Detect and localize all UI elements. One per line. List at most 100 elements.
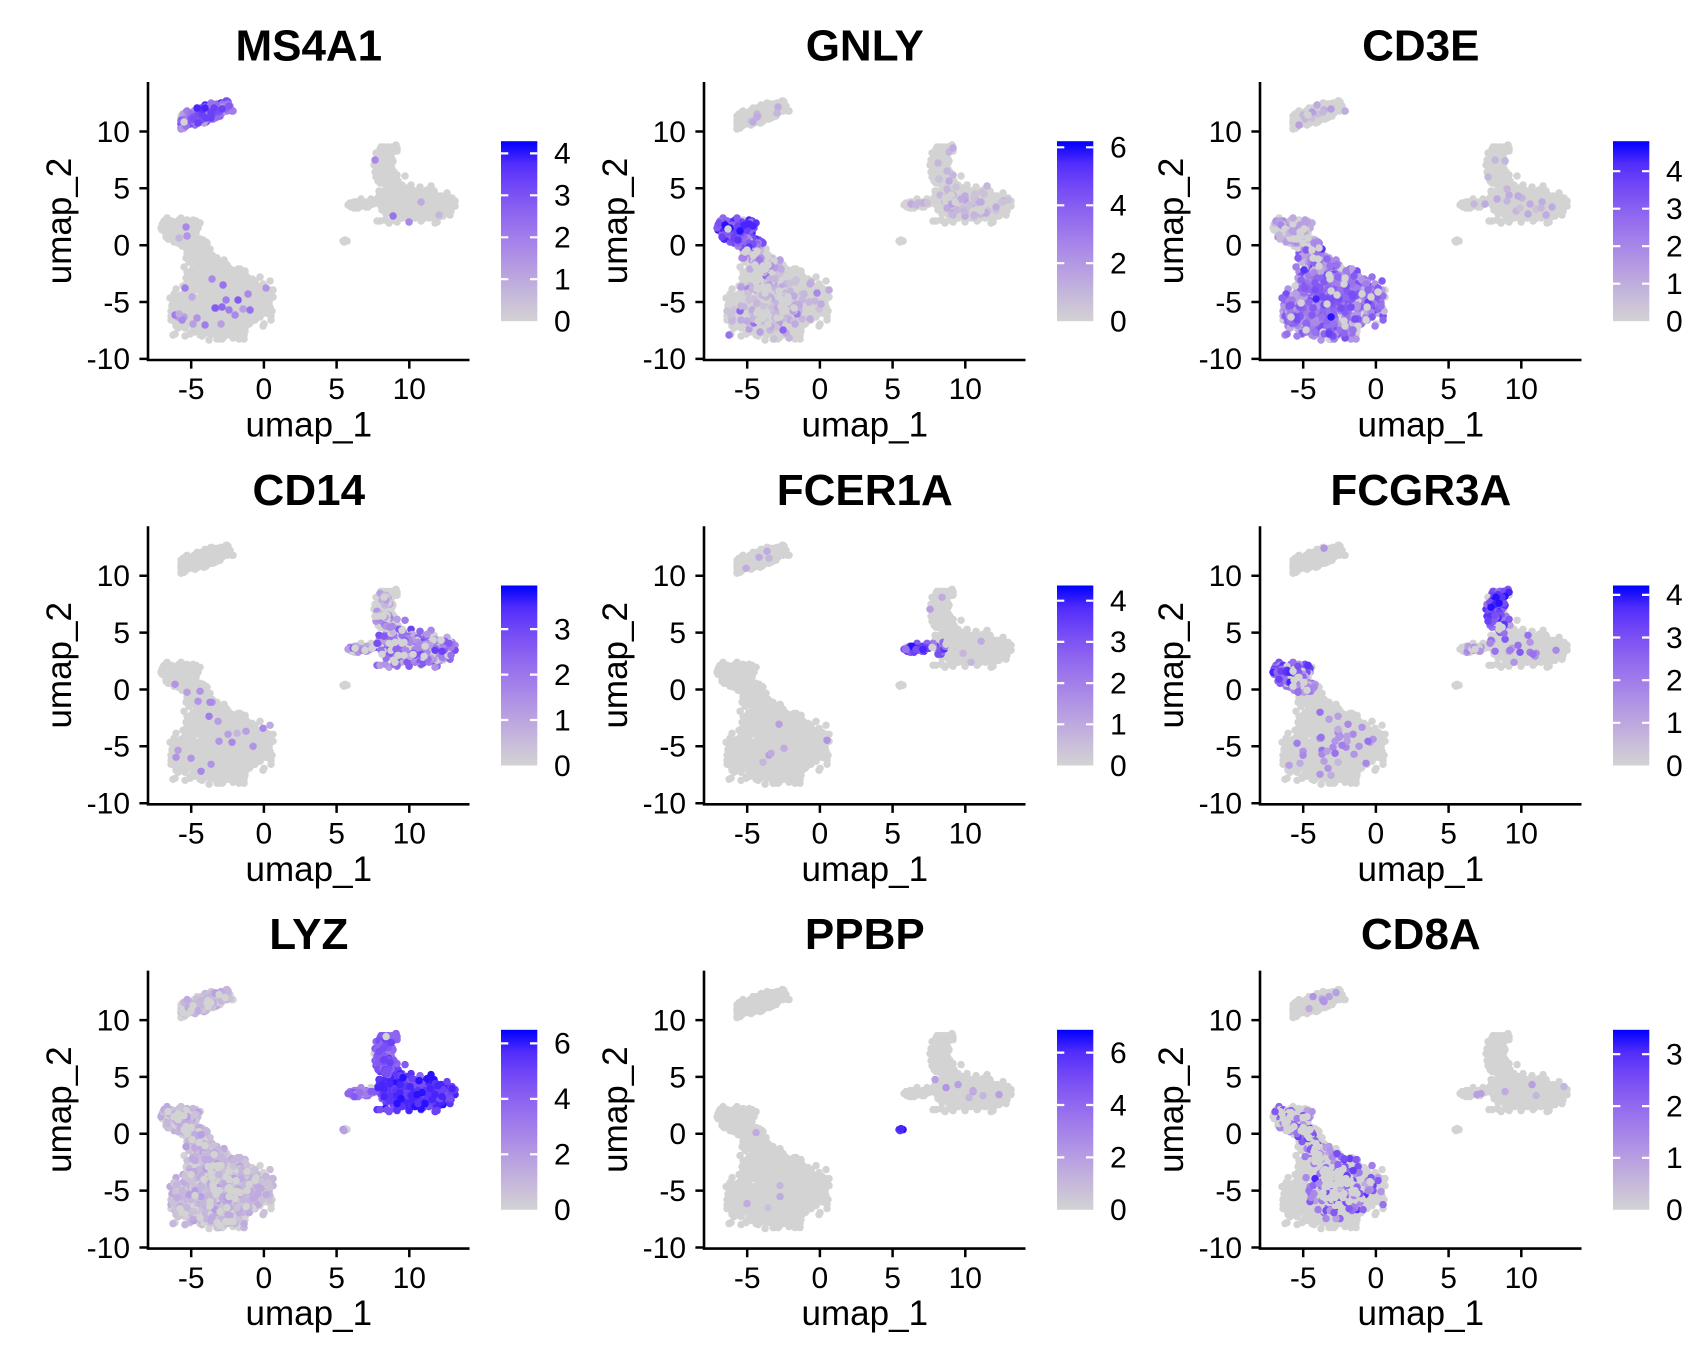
svg-text:3: 3	[554, 180, 571, 213]
svg-text:2: 2	[554, 1139, 571, 1172]
svg-text:10: 10	[97, 560, 130, 593]
svg-text:10: 10	[1209, 1004, 1242, 1037]
svg-text:umap_1: umap_1	[1358, 850, 1484, 889]
svg-text:-5: -5	[734, 818, 761, 851]
svg-text:5: 5	[113, 1061, 130, 1094]
svg-text:-5: -5	[659, 286, 686, 319]
svg-text:umap_1: umap_1	[1358, 1294, 1484, 1333]
svg-text:4: 4	[554, 138, 571, 171]
svg-text:1: 1	[1666, 707, 1683, 740]
svg-text:0: 0	[669, 674, 686, 707]
svg-text:-5: -5	[1215, 286, 1242, 319]
svg-text:umap_2: umap_2	[1152, 158, 1191, 284]
svg-text:FCGR3A: FCGR3A	[1330, 466, 1511, 515]
svg-text:5: 5	[1225, 617, 1242, 650]
svg-text:5: 5	[1440, 1262, 1457, 1295]
svg-text:CD3E: CD3E	[1362, 22, 1479, 71]
svg-text:4: 4	[1110, 585, 1127, 618]
svg-text:3: 3	[1666, 622, 1683, 655]
svg-text:0: 0	[113, 674, 130, 707]
svg-text:4: 4	[554, 1083, 571, 1116]
svg-text:4: 4	[1666, 579, 1683, 612]
svg-text:0: 0	[256, 1262, 273, 1295]
svg-text:-5: -5	[178, 818, 205, 851]
svg-text:-10: -10	[87, 1232, 130, 1265]
svg-text:0: 0	[1110, 1194, 1127, 1227]
svg-text:6: 6	[1110, 132, 1127, 165]
svg-text:-5: -5	[1290, 373, 1317, 406]
svg-text:0: 0	[256, 818, 273, 851]
svg-text:-5: -5	[1215, 1175, 1242, 1208]
svg-text:LYZ: LYZ	[269, 910, 348, 959]
svg-text:10: 10	[393, 373, 426, 406]
svg-text:0: 0	[1666, 306, 1683, 339]
svg-text:-5: -5	[734, 1262, 761, 1295]
svg-text:10: 10	[1209, 116, 1242, 149]
svg-text:10: 10	[653, 116, 686, 149]
svg-text:2: 2	[554, 222, 571, 255]
svg-text:-5: -5	[178, 373, 205, 406]
svg-text:10: 10	[1209, 560, 1242, 593]
svg-text:10: 10	[393, 818, 426, 851]
svg-text:5: 5	[669, 1061, 686, 1094]
svg-text:2: 2	[1666, 231, 1683, 264]
svg-text:-10: -10	[1199, 1232, 1242, 1265]
svg-text:10: 10	[949, 818, 982, 851]
svg-text:3: 3	[554, 613, 571, 646]
svg-text:1: 1	[1666, 1142, 1683, 1175]
svg-text:umap_1: umap_1	[802, 850, 928, 889]
svg-text:6: 6	[554, 1028, 571, 1061]
svg-text:0: 0	[554, 750, 571, 783]
svg-text:-5: -5	[103, 286, 130, 319]
svg-text:5: 5	[1440, 373, 1457, 406]
svg-text:-5: -5	[659, 1175, 686, 1208]
svg-text:umap_2: umap_2	[1152, 602, 1191, 728]
svg-text:GNLY: GNLY	[806, 22, 924, 71]
svg-text:umap_2: umap_2	[596, 1046, 635, 1172]
svg-text:10: 10	[949, 1262, 982, 1295]
svg-text:0: 0	[1666, 1194, 1683, 1227]
svg-text:1: 1	[554, 264, 571, 297]
svg-text:4: 4	[1110, 1089, 1127, 1122]
svg-text:0: 0	[554, 306, 571, 339]
svg-text:10: 10	[1505, 373, 1538, 406]
svg-text:0: 0	[256, 373, 273, 406]
svg-text:0: 0	[113, 230, 130, 263]
svg-text:4: 4	[1666, 156, 1683, 189]
svg-text:10: 10	[949, 373, 982, 406]
svg-text:-5: -5	[659, 731, 686, 764]
svg-text:-10: -10	[87, 788, 130, 821]
svg-text:-5: -5	[1290, 818, 1317, 851]
svg-text:3: 3	[1666, 193, 1683, 226]
svg-text:FCER1A: FCER1A	[777, 466, 953, 515]
svg-text:6: 6	[1110, 1037, 1127, 1070]
svg-text:-5: -5	[103, 1175, 130, 1208]
svg-text:-10: -10	[643, 788, 686, 821]
svg-text:2: 2	[554, 659, 571, 692]
svg-text:0: 0	[1368, 373, 1385, 406]
svg-text:10: 10	[653, 560, 686, 593]
svg-text:0: 0	[1225, 674, 1242, 707]
svg-text:10: 10	[1505, 1262, 1538, 1295]
svg-text:3: 3	[1666, 1039, 1683, 1072]
svg-text:-10: -10	[1199, 788, 1242, 821]
svg-text:4: 4	[1110, 190, 1127, 223]
svg-text:umap_2: umap_2	[1152, 1046, 1191, 1172]
svg-text:5: 5	[113, 173, 130, 206]
svg-text:2: 2	[1666, 665, 1683, 698]
svg-text:-10: -10	[1199, 343, 1242, 376]
svg-text:0: 0	[669, 1118, 686, 1151]
svg-text:umap_2: umap_2	[596, 602, 635, 728]
svg-text:CD14: CD14	[253, 466, 366, 515]
svg-text:-5: -5	[103, 731, 130, 764]
svg-text:5: 5	[328, 373, 345, 406]
svg-text:umap_2: umap_2	[40, 158, 79, 284]
svg-text:0: 0	[1110, 750, 1127, 783]
svg-text:0: 0	[812, 1262, 829, 1295]
svg-text:-5: -5	[1290, 1262, 1317, 1295]
svg-text:2: 2	[1666, 1090, 1683, 1123]
svg-text:5: 5	[1225, 1061, 1242, 1094]
svg-text:MS4A1: MS4A1	[235, 22, 382, 71]
svg-text:5: 5	[328, 1262, 345, 1295]
svg-text:-5: -5	[1215, 731, 1242, 764]
